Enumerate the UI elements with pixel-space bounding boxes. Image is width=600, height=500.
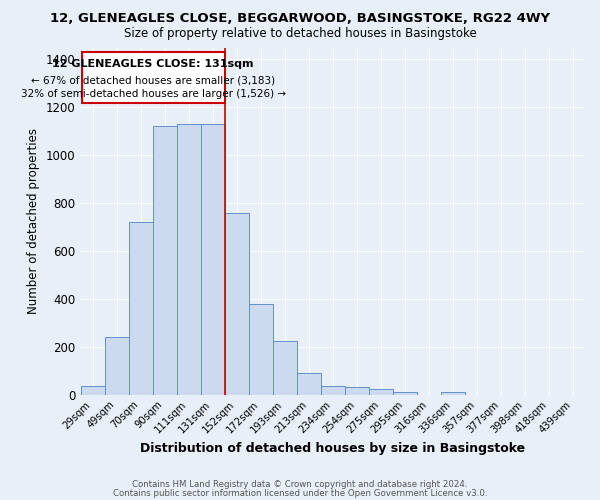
Bar (297, 373, 321, 394)
Bar (249, 304, 273, 394)
Bar (273, 340, 297, 394)
Bar (128, 222, 152, 394)
Text: 12 GLENEAGLES CLOSE: 131sqm: 12 GLENEAGLES CLOSE: 131sqm (52, 60, 254, 70)
Text: Contains HM Land Registry data © Crown copyright and database right 2024.: Contains HM Land Registry data © Crown c… (132, 480, 468, 489)
Text: Contains public sector information licensed under the Open Government Licence v3: Contains public sector information licen… (113, 488, 487, 498)
Bar (176, 124, 200, 394)
Bar (225, 212, 249, 394)
Bar (200, 124, 225, 394)
Text: ← 67% of detached houses are smaller (3,183): ← 67% of detached houses are smaller (3,… (31, 75, 275, 85)
Text: 32% of semi-detached houses are larger (1,526) →: 32% of semi-detached houses are larger (… (20, 90, 286, 100)
Text: 12, GLENEAGLES CLOSE, BEGGARWOOD, BASINGSTOKE, RG22 4WY: 12, GLENEAGLES CLOSE, BEGGARWOOD, BASING… (50, 12, 550, 26)
Bar (152, 126, 176, 394)
Bar (369, 390, 393, 394)
Bar (441, 392, 465, 394)
Text: Size of property relative to detached houses in Basingstoke: Size of property relative to detached ho… (124, 28, 476, 40)
Bar (345, 388, 369, 394)
Y-axis label: Number of detached properties: Number of detached properties (28, 128, 40, 314)
Bar (321, 386, 345, 394)
Bar (393, 392, 417, 394)
Bar (104, 337, 128, 394)
Bar (80, 386, 104, 394)
Bar (82, 52, 225, 102)
X-axis label: Distribution of detached houses by size in Basingstoke: Distribution of detached houses by size … (140, 442, 526, 455)
